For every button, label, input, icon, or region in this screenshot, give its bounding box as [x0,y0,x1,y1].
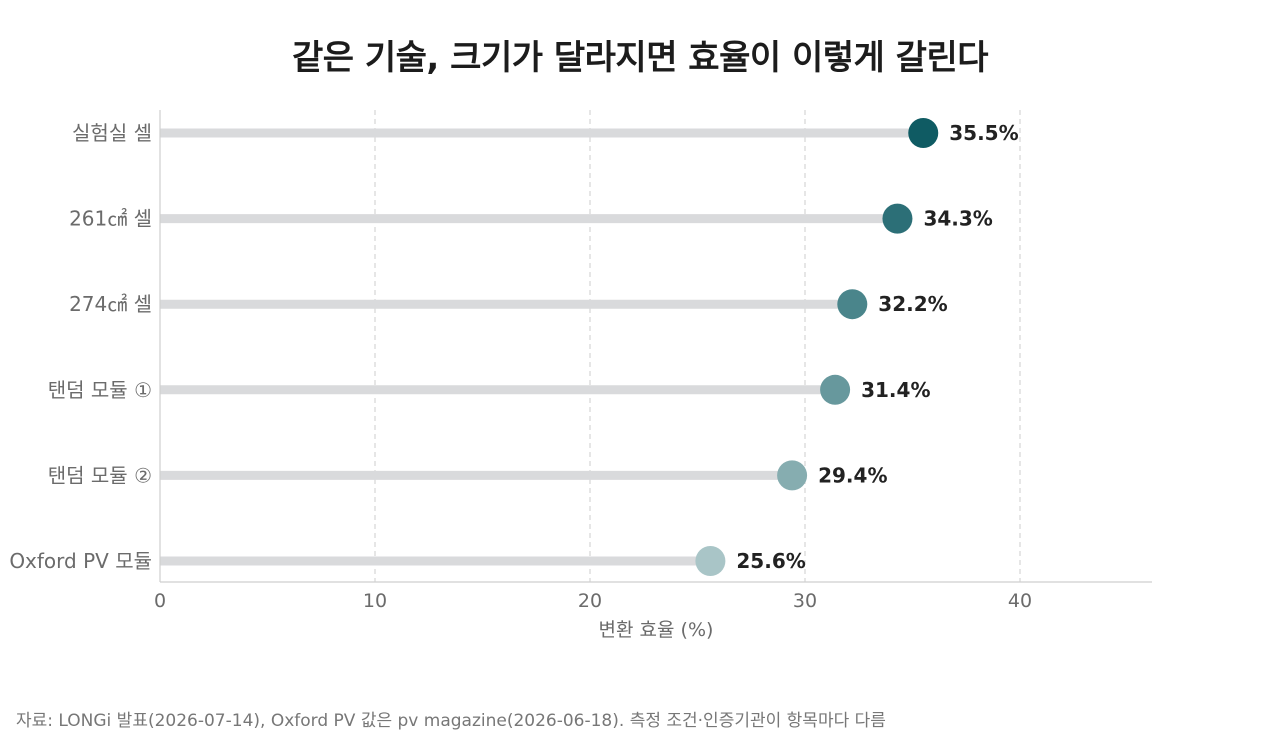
grid-lines [374,110,1021,582]
dots [695,118,939,576]
dot [837,289,868,320]
dot [820,374,851,405]
x-axis-label: 변환 효율 (%) [599,619,714,641]
value-labels: 35.5% 34.3% 32.2% 31.4% 29.4% 25.6% [736,121,1018,573]
x-tick-label: 0 [154,590,166,612]
x-tick-label: 30 [793,590,817,612]
x-tick-label: 40 [1008,590,1032,612]
category-label: 274㎠ 셀 [69,292,152,316]
category-label: 탠덤 모듈 ① [48,378,152,402]
chart-title: 같은 기술, 크기가 달라지면 효율이 이렇게 갈린다 [291,38,989,78]
value-label: 29.4% [818,463,887,487]
x-tick-label: 10 [363,590,387,612]
value-label: 25.6% [736,549,805,573]
value-label: 31.4% [861,378,930,402]
dot [882,203,913,234]
source-note: 자료: LONGi 발표(2026-07-14), Oxford PV 값은 p… [16,711,886,731]
dot [777,460,808,491]
axes [159,110,1152,583]
category-label: Oxford PV 모듈 [9,549,152,573]
stems [160,128,924,566]
category-labels: 실험실 셀 261㎠ 셀 274㎠ 셀탠덤 모듈 ① 탠덤 모듈 ② Oxford PV… [9,121,152,573]
dot [695,546,726,576]
value-label: 34.3% [923,207,992,231]
x-tick-label: 20 [578,590,602,612]
value-label: 35.5% [949,121,1018,145]
category-label: 탠덤 모듈 ② [48,463,152,487]
dot [908,118,939,148]
x-ticks: 0 10 20 30 40 [154,590,1032,612]
category-label: 261㎠ 셀 [69,207,152,231]
category-label: 실험실 셀 [72,121,152,145]
lollipop-chart: 0 10 20 30 40 실험실 셀 261㎠ 셀 274㎠ 셀탠덤 모듈 ① 탠덤 모듈 … [9,110,1152,641]
value-label: 32.2% [878,292,947,316]
